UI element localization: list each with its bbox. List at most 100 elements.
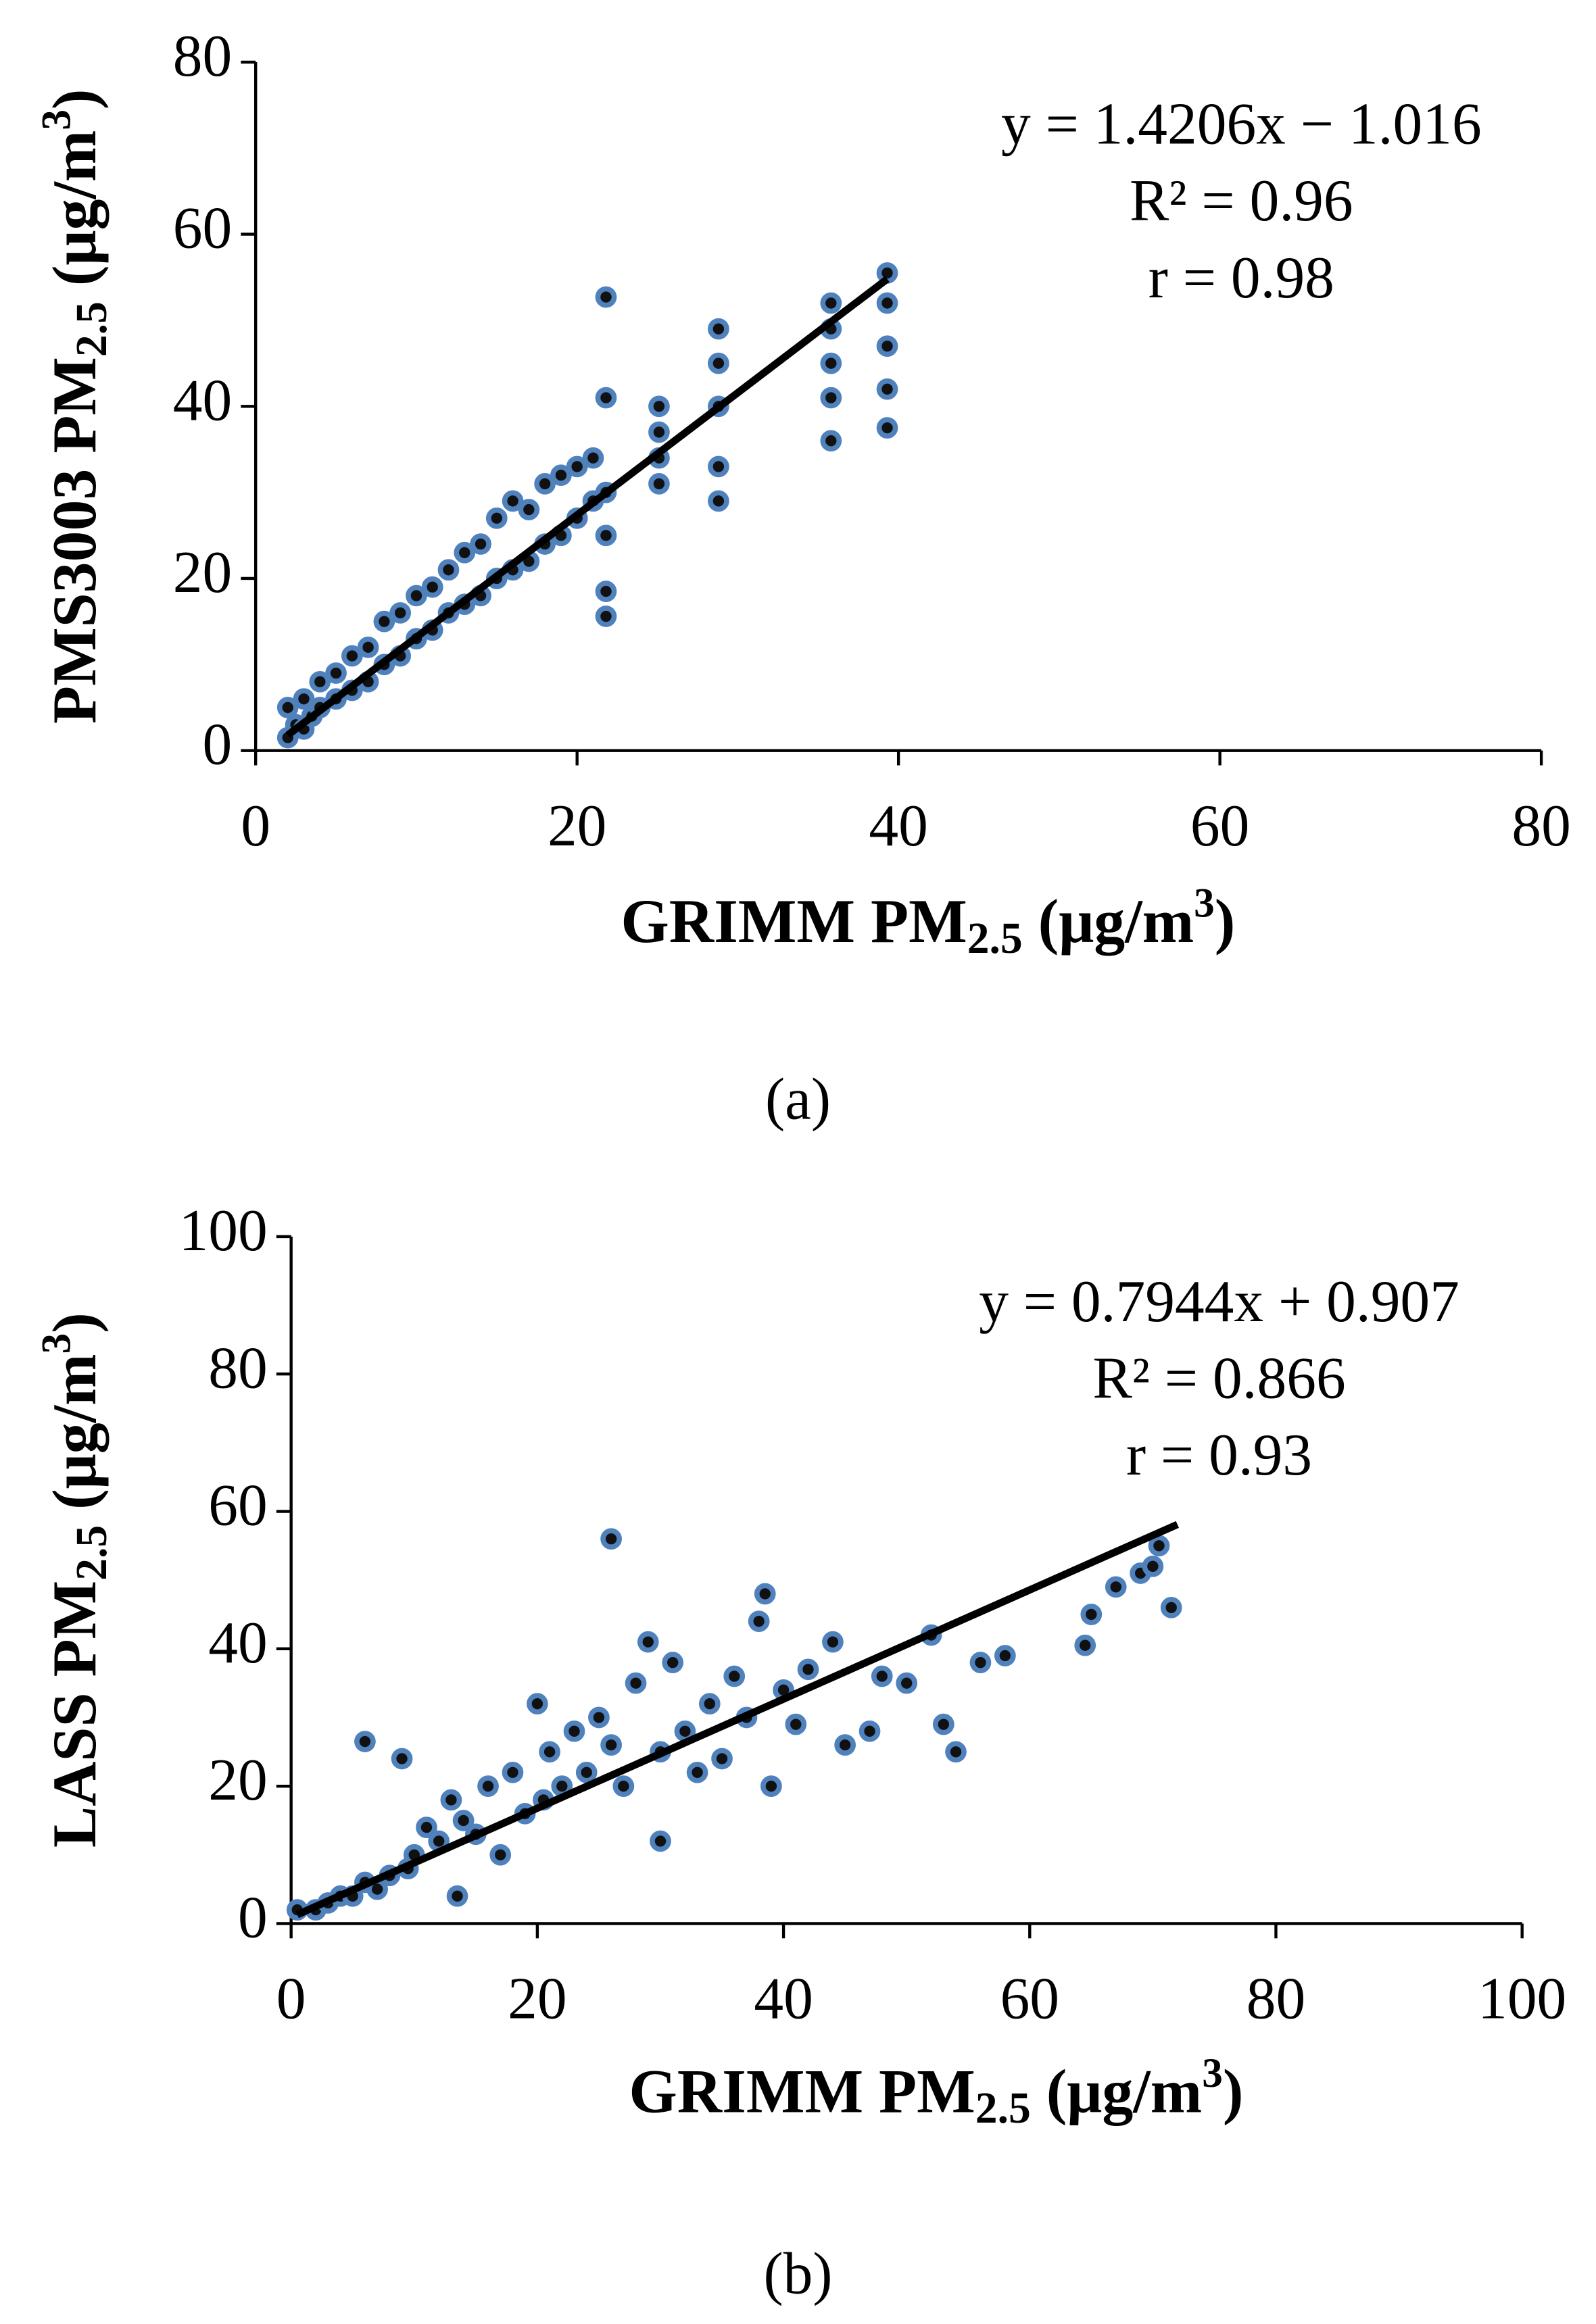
point [876, 262, 898, 284]
annotation: R² = 0.96 [1130, 168, 1353, 233]
point [711, 1748, 733, 1770]
point [477, 1775, 499, 1797]
point [485, 507, 508, 529]
point [437, 559, 460, 581]
point [1148, 1535, 1170, 1557]
point [276, 697, 299, 718]
point [820, 430, 842, 452]
annotation: y = 0.7944x + 0.907 [979, 1268, 1459, 1334]
x-axis-label: GRIMM PM2.5 (μg/m3) [621, 880, 1235, 962]
trendline [295, 1521, 1180, 1919]
x-tick-label: 60 [1000, 1966, 1059, 2031]
point [470, 533, 491, 555]
point [293, 688, 315, 710]
x-tick-label: 20 [548, 793, 606, 858]
label-part: 2.5 [975, 2084, 1031, 2133]
y-tick-label: 40 [208, 1610, 267, 1675]
point [527, 1693, 548, 1714]
annotation: r = 0.98 [1148, 245, 1334, 310]
point [876, 417, 898, 439]
point [834, 1734, 856, 1756]
point [446, 1885, 468, 1907]
point [563, 1720, 585, 1742]
point [969, 1652, 992, 1674]
point [820, 292, 842, 314]
y-axis-label: PMS3003 PM2.5 (μg/m3) [34, 89, 116, 724]
point [708, 455, 729, 478]
point [595, 580, 617, 602]
point [648, 395, 670, 418]
point [595, 387, 617, 409]
point [648, 421, 670, 443]
y-tick-label: 20 [173, 539, 232, 605]
point [686, 1761, 708, 1783]
point [1080, 1604, 1103, 1625]
point [820, 352, 842, 374]
y-tick-label: 80 [208, 1335, 267, 1400]
label-part: (μg/m [40, 1354, 109, 1525]
point [421, 576, 443, 598]
label-part: LASS PM [40, 1581, 109, 1848]
label-part: (μg/m [40, 130, 109, 301]
point [698, 1693, 721, 1714]
point [373, 610, 395, 633]
x-tick-label: 40 [754, 1966, 813, 2031]
point [550, 464, 572, 487]
label-part: 3 [34, 109, 80, 130]
point [785, 1713, 807, 1735]
point [416, 1816, 437, 1838]
point [588, 1706, 610, 1729]
point [637, 1631, 659, 1653]
annotation: R² = 0.866 [1092, 1345, 1345, 1411]
point [595, 286, 617, 308]
point [1160, 1596, 1182, 1618]
point [708, 490, 729, 512]
y-tick-label: 80 [173, 23, 232, 89]
annotation: y = 1.4206x − 1.016 [1001, 91, 1482, 157]
label-part: (μg/m [1023, 887, 1194, 956]
point [797, 1658, 819, 1681]
label-part: ) [1215, 887, 1236, 956]
point [452, 1810, 475, 1831]
point [454, 541, 476, 564]
point [876, 335, 898, 357]
point [406, 585, 427, 607]
x-tick-label: 0 [276, 1966, 306, 2031]
label-part: 2.5 [967, 914, 1023, 963]
point [760, 1775, 782, 1797]
point [748, 1610, 770, 1633]
point [896, 1672, 918, 1694]
point [600, 1734, 622, 1756]
point [440, 1789, 462, 1811]
point [648, 473, 670, 495]
point [871, 1665, 893, 1687]
y-tick-label: 60 [173, 195, 232, 261]
point [391, 1748, 413, 1770]
point [489, 1844, 512, 1866]
point [754, 1583, 776, 1605]
label-part: 2.5 [68, 1525, 116, 1581]
point [595, 605, 617, 627]
point [1074, 1634, 1096, 1656]
point [325, 662, 347, 684]
x-tick-label: 60 [1190, 793, 1249, 858]
caption: (b) [764, 2240, 833, 2306]
point [341, 645, 363, 667]
x-tick-label: 80 [1512, 793, 1570, 858]
label-part: 2.5 [68, 301, 116, 357]
x-tick-label: 40 [869, 793, 927, 858]
x-tick-label: 20 [508, 1966, 566, 2031]
point [662, 1652, 684, 1674]
x-tick-label: 80 [1247, 1966, 1305, 2031]
point [1142, 1555, 1164, 1577]
caption: (a) [765, 1066, 831, 1131]
point [723, 1665, 746, 1687]
x-tick-label: 100 [1478, 1966, 1566, 2031]
y-tick-label: 20 [208, 1747, 267, 1812]
y-tick-label: 0 [203, 712, 233, 777]
label-part: GRIMM PM [621, 887, 967, 956]
point [389, 602, 412, 624]
point [932, 1713, 954, 1735]
point [612, 1775, 635, 1797]
